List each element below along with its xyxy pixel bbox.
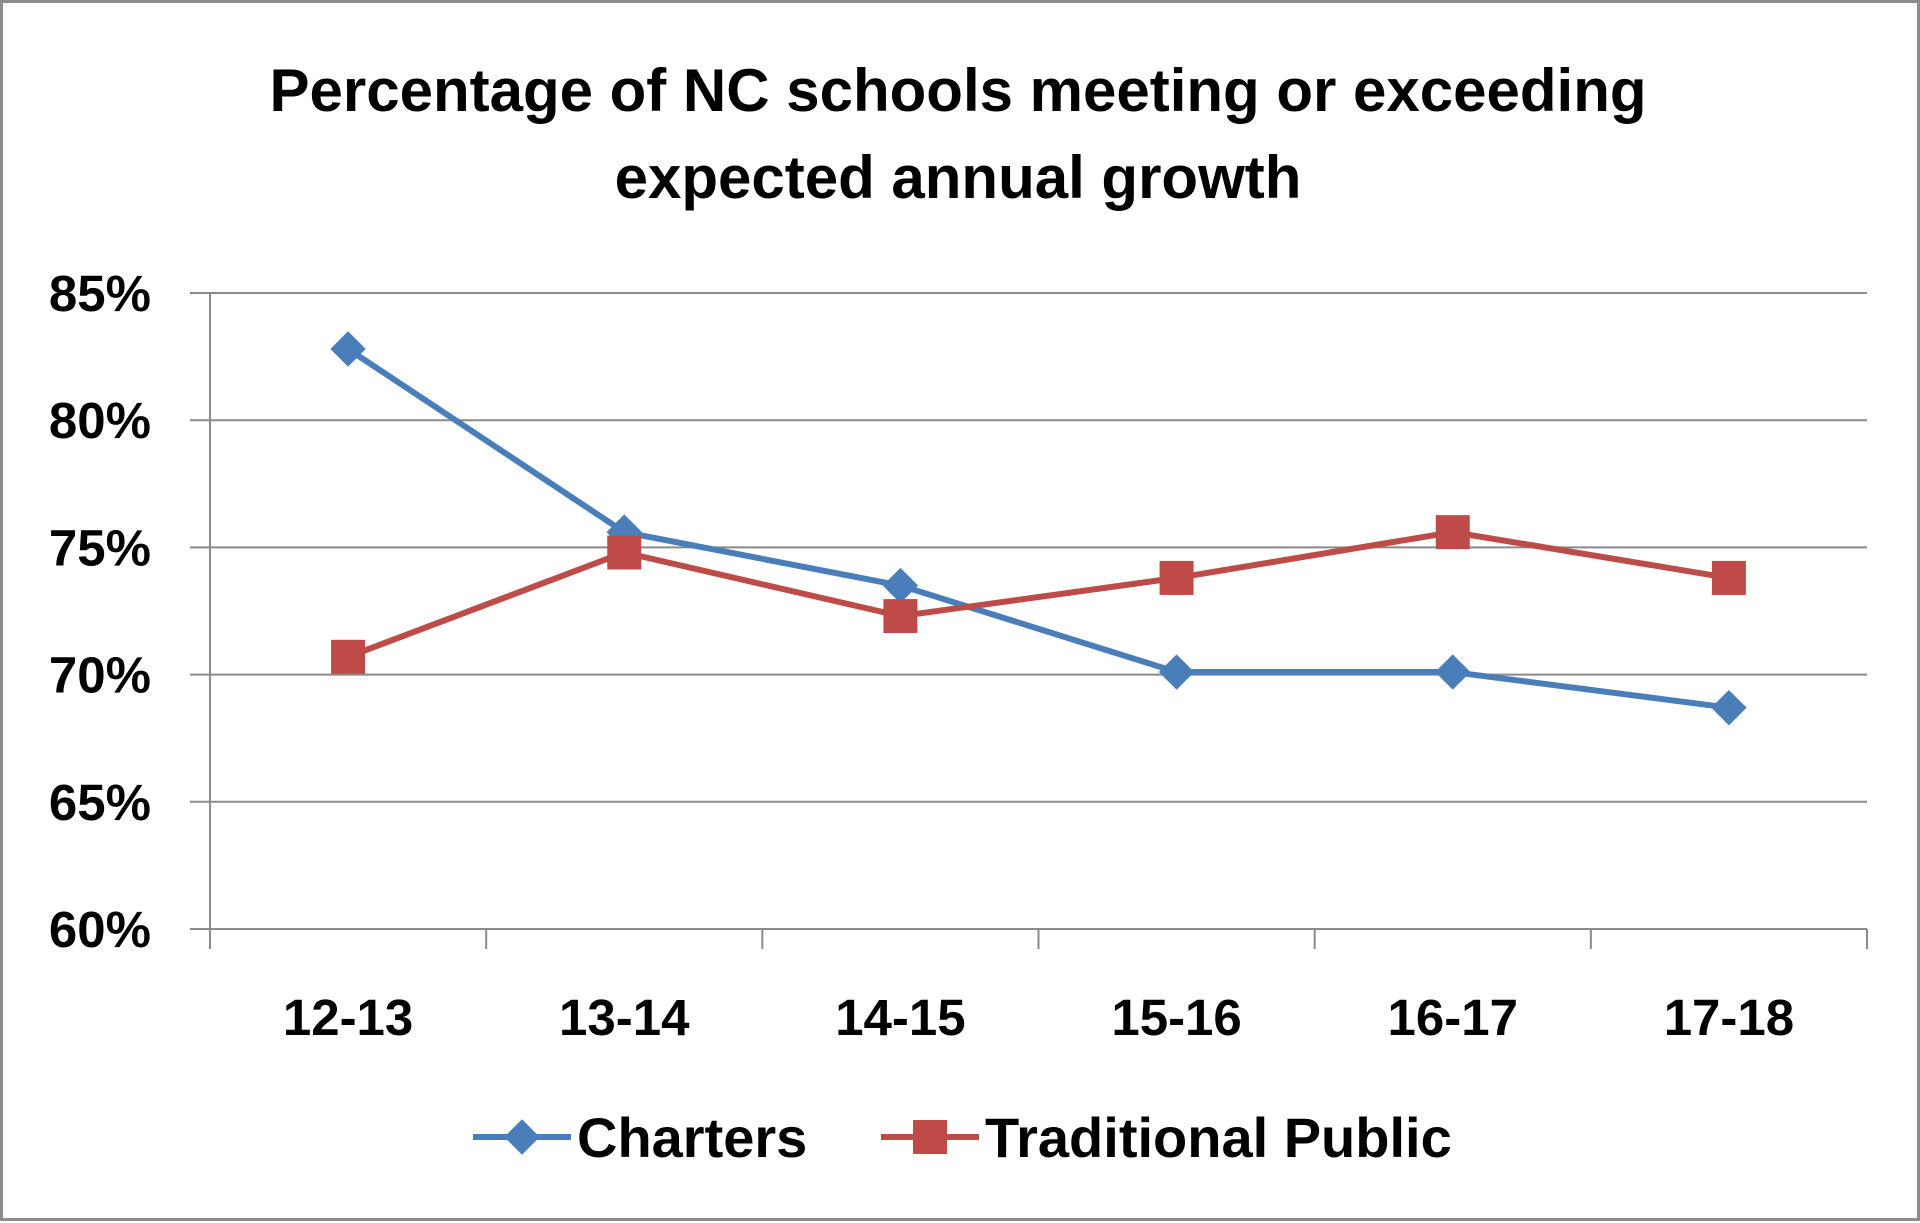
axes [190, 293, 1868, 949]
series-line-traditional-public [347, 529, 1730, 660]
data-point-traditional-public [1711, 560, 1746, 595]
data-series [330, 331, 1747, 726]
y-tick-label: 60% [49, 901, 151, 958]
x-tick-label: 13-14 [559, 989, 690, 1046]
x-tick-label: 17-18 [1664, 989, 1794, 1046]
y-axis-tick-labels: 60% 65% 70% 75% 80% 85% [49, 265, 151, 958]
legend-marker-traditional-public [913, 1120, 947, 1154]
chart-title: Percentage of NC schools meeting or exce… [269, 57, 1646, 211]
data-point-traditional-public [607, 535, 642, 570]
y-tick-label: 80% [49, 392, 151, 449]
data-point-charters [1711, 689, 1747, 726]
legend-label-traditional-public: Traditional Public [985, 1106, 1452, 1169]
chart-title-line-1: Percentage of NC schools meeting or exce… [269, 57, 1646, 124]
line-chart: Percentage of NC schools meeting or exce… [49, 57, 1868, 1169]
data-point-traditional-public [1159, 560, 1194, 595]
x-tick-label: 12-13 [283, 989, 413, 1046]
legend: Charters Traditional Public [473, 1106, 1452, 1169]
x-tick-label: 16-17 [1388, 989, 1518, 1046]
series-charters [330, 331, 1747, 726]
data-point-traditional-public [883, 599, 918, 634]
legend-item-charters: Charters [473, 1106, 807, 1169]
x-tick-label: 15-16 [1111, 989, 1241, 1046]
gridlines [190, 292, 1867, 803]
y-tick-label: 70% [49, 647, 151, 704]
chart-title-line-2: expected annual growth [615, 144, 1302, 211]
y-tick-label: 75% [49, 519, 151, 576]
data-point-charters [882, 567, 919, 604]
legend-marker-charters [504, 1119, 540, 1155]
data-point-traditional-public [331, 639, 366, 674]
x-axis-tick-labels: 12-13 13-14 14-15 15-16 16-17 17-18 [283, 989, 1794, 1046]
y-tick-label: 65% [49, 774, 151, 831]
series-line-charters [346, 346, 1730, 711]
legend-label-charters: Charters [577, 1106, 807, 1169]
legend-item-traditional-public: Traditional Public [881, 1106, 1452, 1169]
series-traditional-public [331, 515, 1746, 674]
data-point-traditional-public [1435, 515, 1470, 550]
data-point-charters [330, 331, 366, 367]
y-tick-label: 85% [49, 265, 151, 322]
data-point-charters [1435, 654, 1471, 690]
data-point-charters [1158, 654, 1195, 690]
x-tick-label: 14-15 [835, 989, 965, 1046]
